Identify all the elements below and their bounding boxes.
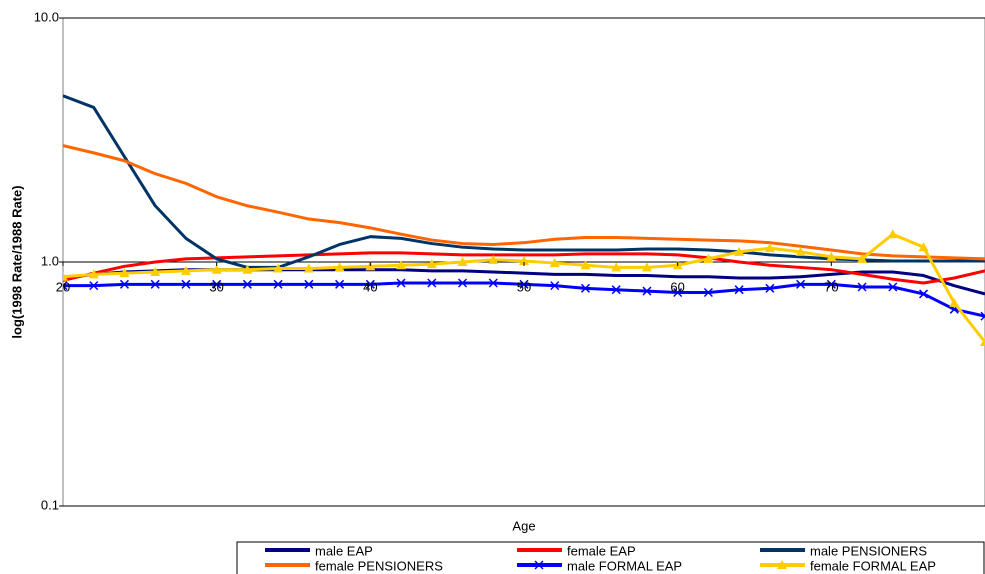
x-tick-label: 40 (363, 279, 377, 294)
marker (857, 282, 867, 292)
marker (550, 281, 560, 291)
x-axis-label: Age (512, 518, 535, 533)
marker (488, 254, 499, 264)
marker (119, 279, 129, 289)
marker (181, 279, 191, 289)
marker (180, 265, 191, 275)
marker (918, 242, 929, 252)
marker (488, 278, 498, 288)
marker (980, 337, 985, 347)
marker (63, 281, 68, 291)
legend-box (236, 541, 985, 574)
marker (303, 263, 314, 273)
legend-label: male FORMAL EAP (567, 558, 682, 573)
marker (826, 279, 836, 289)
marker (150, 266, 161, 276)
marker (611, 262, 622, 272)
y-tick-label: 0.1 (41, 497, 59, 512)
marker (887, 229, 898, 239)
plot (63, 17, 985, 507)
y-tick-label: 1.0 (41, 253, 59, 268)
marker (88, 269, 99, 279)
marker (396, 260, 407, 270)
marker (764, 243, 775, 253)
marker (273, 279, 283, 289)
marker (396, 278, 406, 288)
marker (734, 285, 744, 295)
marker (857, 253, 868, 263)
marker (334, 262, 345, 272)
marker (734, 246, 745, 256)
x-tick-label: 30 (209, 279, 223, 294)
marker (673, 287, 683, 298)
y-tick-label: 10.0 (34, 9, 59, 24)
marker (427, 278, 437, 288)
y-axis-label: log(1998 Rate/1988 Rate) (9, 185, 24, 338)
marker (119, 268, 130, 278)
marker (703, 287, 713, 298)
marker (304, 279, 314, 289)
marker (796, 279, 806, 289)
marker (826, 251, 837, 261)
marker (549, 258, 560, 268)
marker (949, 297, 960, 307)
legend-label: male EAP (315, 543, 373, 558)
legend-label: female FORMAL EAP (810, 558, 936, 573)
legend-label: male PENSIONERS (810, 543, 927, 558)
legend-label: female EAP (567, 543, 636, 558)
marker (242, 279, 252, 289)
marker (211, 264, 222, 274)
marker (795, 246, 806, 256)
marker (580, 283, 590, 293)
x-tick-label: 60 (670, 279, 684, 294)
marker (457, 257, 468, 266)
marker (611, 285, 621, 295)
x-tick-label: 70 (824, 279, 838, 294)
x-tick-label: 50 (517, 279, 531, 294)
marker (335, 279, 345, 289)
marker (365, 279, 375, 289)
marker (703, 253, 714, 263)
series-line (63, 144, 985, 261)
marker (765, 283, 775, 293)
marker (273, 263, 284, 273)
marker (888, 282, 898, 292)
marker (519, 279, 529, 289)
marker (89, 281, 99, 291)
legend-marker (777, 560, 787, 569)
legend-marker (534, 560, 544, 570)
marker (580, 260, 591, 270)
x-tick-label: 20 (56, 279, 70, 294)
legend-label: female PENSIONERS (315, 558, 443, 573)
marker (426, 259, 437, 269)
marker (458, 278, 468, 288)
marker (980, 311, 985, 321)
marker (212, 279, 222, 289)
marker (642, 286, 652, 296)
marker (641, 262, 652, 272)
marker (63, 271, 68, 281)
marker (150, 279, 160, 289)
marker (919, 289, 929, 299)
marker (242, 264, 253, 274)
marker (519, 255, 529, 265)
